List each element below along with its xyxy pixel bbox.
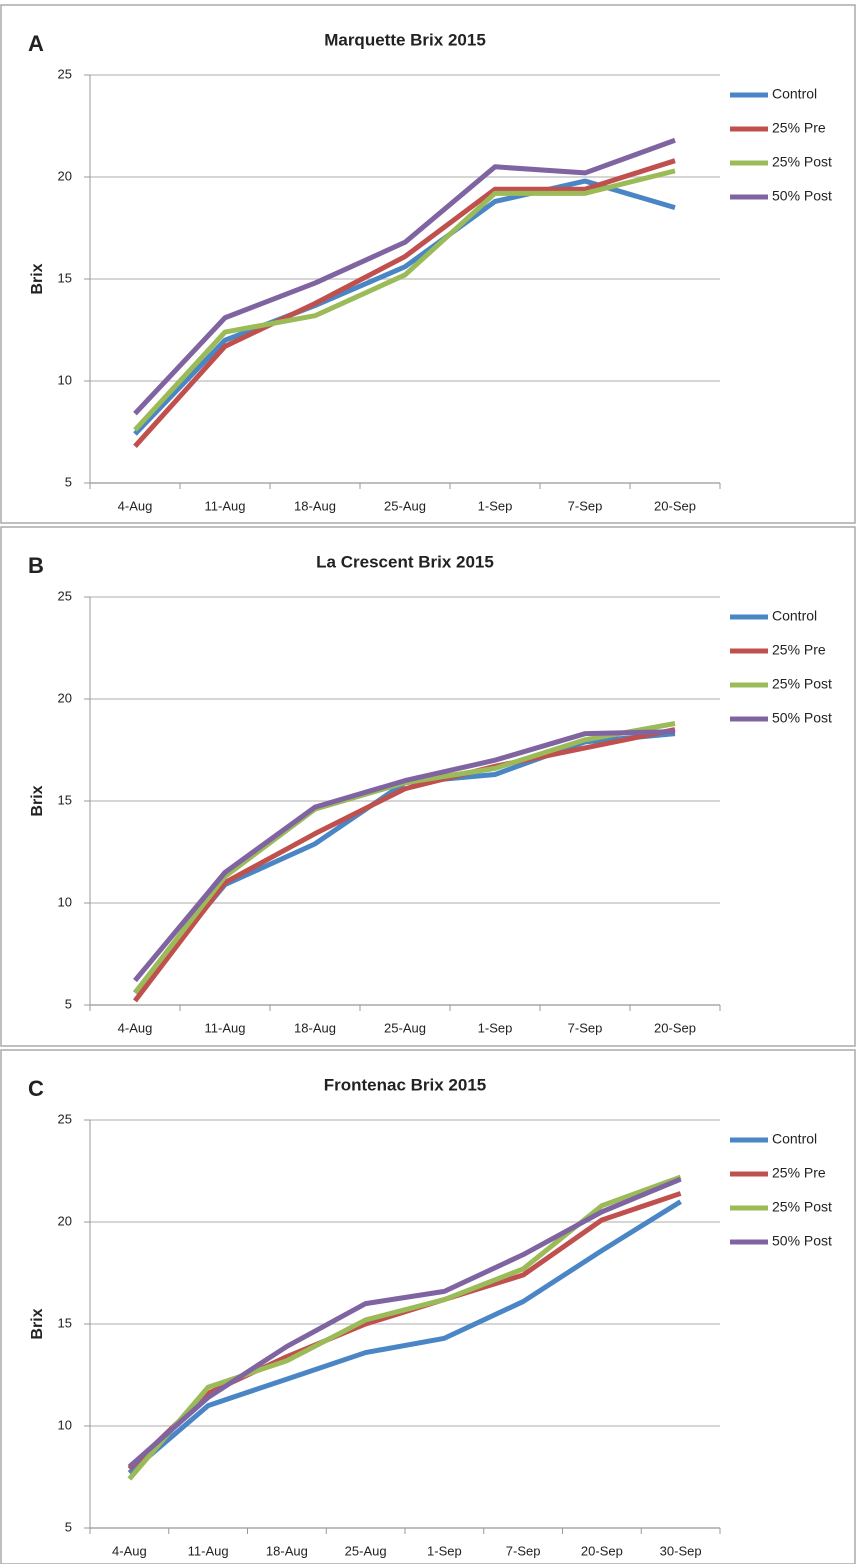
legend-label: 25% Pre bbox=[772, 1165, 826, 1181]
y-tick-label: 5 bbox=[65, 474, 72, 489]
panel-label: B bbox=[28, 553, 44, 578]
y-tick-label: 25 bbox=[58, 66, 72, 81]
y-tick-label: 25 bbox=[58, 1111, 72, 1126]
y-tick-label: 10 bbox=[58, 894, 72, 909]
series-line bbox=[127, 1176, 682, 1469]
legend-label: 50% Post bbox=[772, 188, 832, 204]
y-axis-label: Brix bbox=[29, 263, 46, 294]
y-tick-label: 15 bbox=[58, 792, 72, 807]
series-line bbox=[133, 158, 676, 448]
panel-label: C bbox=[28, 1076, 44, 1101]
y-axis-label: Brix bbox=[29, 1308, 46, 1339]
series-line bbox=[133, 729, 676, 983]
series-line bbox=[127, 1191, 682, 1471]
x-tick-label: 18-Aug bbox=[294, 1020, 336, 1035]
y-tick-label: 20 bbox=[58, 690, 72, 705]
series-line bbox=[133, 721, 676, 995]
panel-frame bbox=[0, 1049, 856, 1564]
series-line bbox=[133, 178, 676, 436]
series-line bbox=[133, 168, 676, 432]
x-tick-label: 4-Aug bbox=[118, 1020, 153, 1035]
y-tick-label: 5 bbox=[65, 996, 72, 1011]
x-tick-label: 11-Aug bbox=[188, 1543, 229, 1558]
x-tick-label: 1-Sep bbox=[427, 1543, 462, 1558]
y-tick-label: 5 bbox=[65, 1519, 72, 1534]
x-tick-label: 1-Sep bbox=[478, 1020, 513, 1035]
x-tick-label: 4-Aug bbox=[118, 498, 153, 513]
y-tick-label: 25 bbox=[58, 588, 72, 603]
y-tick-label: 10 bbox=[58, 1417, 72, 1432]
x-tick-label: 25-Aug bbox=[384, 498, 426, 513]
y-tick-label: 15 bbox=[58, 270, 72, 285]
x-tick-label: 20-Sep bbox=[654, 1020, 696, 1035]
legend-label: 25% Post bbox=[772, 154, 832, 170]
chart-title: Frontenac Brix 2015 bbox=[324, 1075, 487, 1094]
y-tick-label: 10 bbox=[58, 372, 72, 387]
series-line bbox=[133, 731, 676, 995]
x-tick-label: 11-Aug bbox=[205, 1020, 246, 1035]
x-tick-label: 20-Sep bbox=[581, 1543, 623, 1558]
y-tick-label: 20 bbox=[58, 1213, 72, 1228]
y-axis-label: Brix bbox=[29, 785, 46, 816]
x-tick-label: 11-Aug bbox=[205, 498, 246, 513]
legend-label: Control bbox=[772, 86, 817, 102]
x-tick-label: 7-Sep bbox=[506, 1543, 541, 1558]
legend-label: 50% Post bbox=[772, 710, 832, 726]
chart-title: Marquette Brix 2015 bbox=[324, 30, 486, 49]
legend-label: Control bbox=[772, 608, 817, 624]
panel-frame bbox=[0, 526, 856, 1047]
x-tick-label: 1-Sep bbox=[478, 498, 513, 513]
x-tick-label: 25-Aug bbox=[384, 1020, 426, 1035]
x-tick-label: 18-Aug bbox=[266, 1543, 308, 1558]
chart-title: La Crescent Brix 2015 bbox=[316, 552, 494, 571]
y-tick-label: 20 bbox=[58, 168, 72, 183]
legend-label: 50% Post bbox=[772, 1233, 832, 1249]
series-line bbox=[133, 137, 676, 416]
x-tick-label: 20-Sep bbox=[654, 498, 696, 513]
x-tick-label: 25-Aug bbox=[345, 1543, 387, 1558]
legend-label: 25% Pre bbox=[772, 120, 826, 136]
legend-label: 25% Post bbox=[772, 676, 832, 692]
series-line bbox=[133, 727, 676, 1003]
legend-label: 25% Post bbox=[772, 1199, 832, 1215]
series-line bbox=[127, 1199, 682, 1475]
x-tick-label: 4-Aug bbox=[112, 1543, 147, 1558]
x-tick-label: 18-Aug bbox=[294, 498, 336, 513]
y-tick-label: 15 bbox=[58, 1315, 72, 1330]
panel-label: A bbox=[28, 31, 44, 56]
x-tick-label: 7-Sep bbox=[568, 1020, 603, 1035]
legend-label: 25% Pre bbox=[772, 642, 826, 658]
panel-frame bbox=[0, 4, 856, 524]
x-tick-label: 30-Sep bbox=[660, 1543, 702, 1558]
legend-label: Control bbox=[772, 1131, 817, 1147]
x-tick-label: 7-Sep bbox=[568, 498, 603, 513]
